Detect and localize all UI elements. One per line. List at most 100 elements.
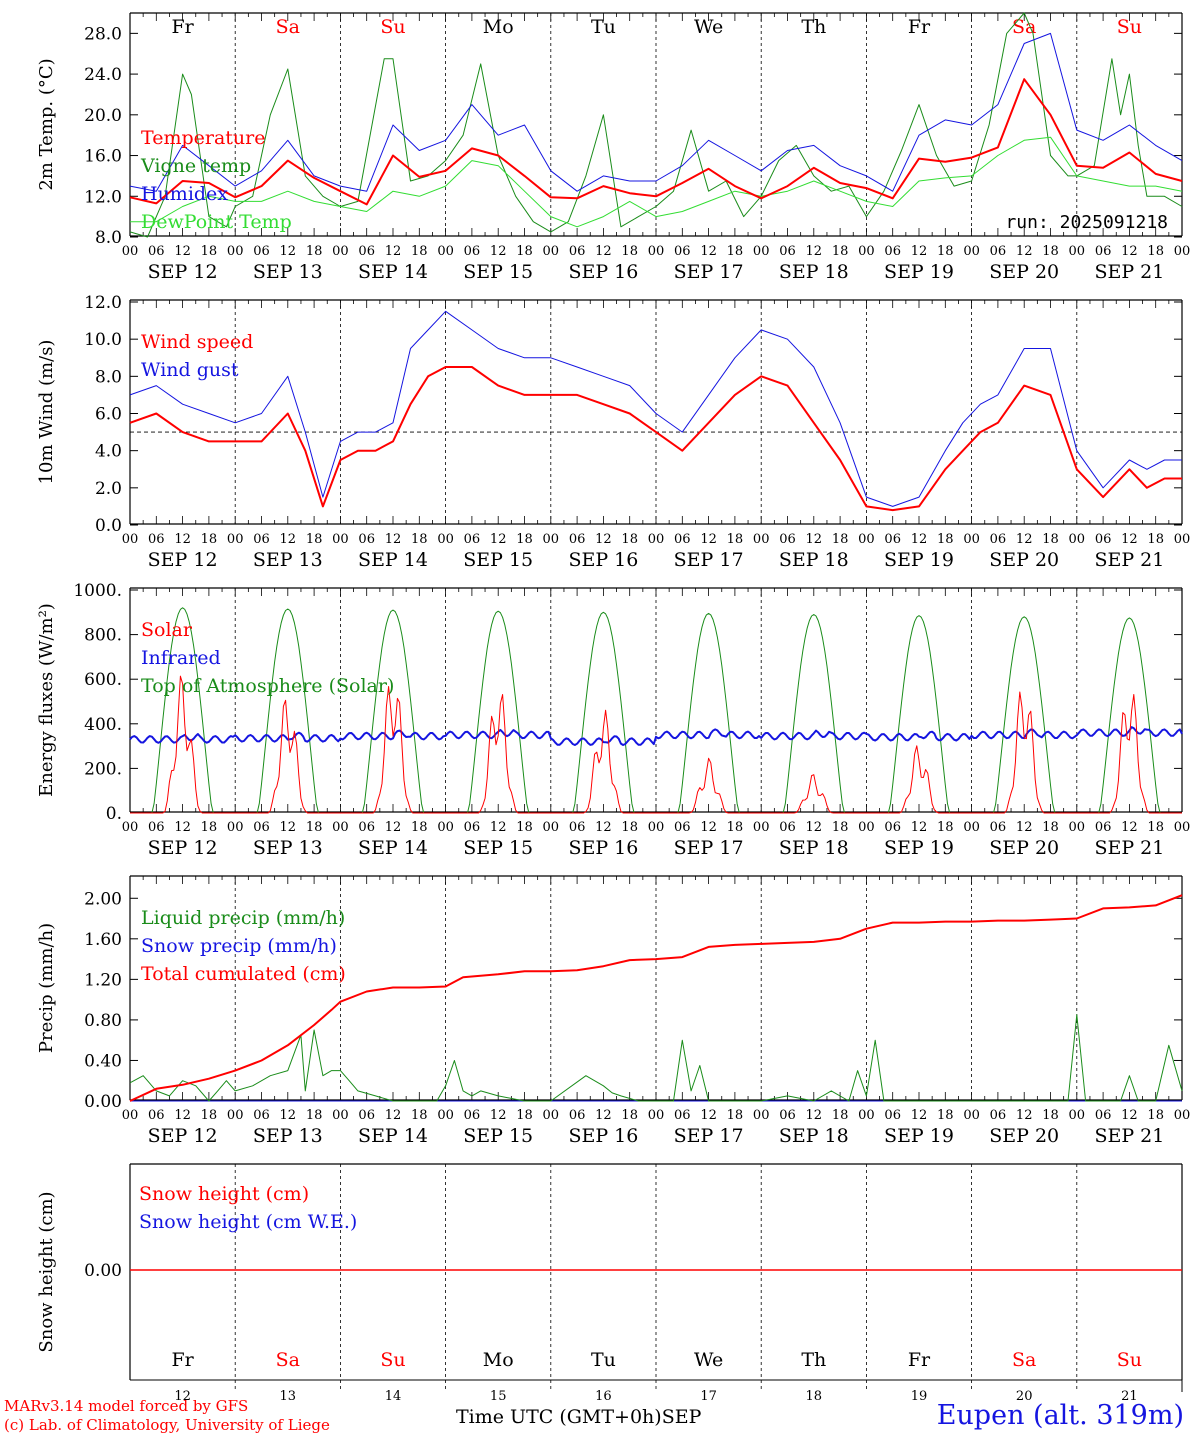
hour-tick-label: 06 xyxy=(884,820,901,835)
hour-tick-label: 12 xyxy=(595,244,612,259)
date-label: SEP 18 xyxy=(779,549,849,571)
hour-tick-label: 18 xyxy=(621,244,638,259)
hour-tick-label: 06 xyxy=(253,820,270,835)
hour-tick-label: 06 xyxy=(358,244,375,259)
date-label: SEP 21 xyxy=(1094,837,1164,859)
day-abbr-label: Su xyxy=(1117,16,1142,38)
hour-tick-label: 18 xyxy=(1147,244,1164,259)
y-tick-label: 24.0 xyxy=(84,65,122,85)
hour-tick-label: 12 xyxy=(280,532,297,547)
date-label: SEP 15 xyxy=(463,1125,533,1147)
y-axis-label: Energy fluxes (W/m²) xyxy=(36,603,57,797)
y-tick-label: 2.0 xyxy=(95,479,122,499)
hour-tick-label: 06 xyxy=(779,820,796,835)
day-abbr-label: Fr xyxy=(171,1349,194,1371)
hour-tick-label: 18 xyxy=(621,820,638,835)
date-label: SEP 14 xyxy=(358,1125,428,1147)
hour-tick-label: 06 xyxy=(1095,244,1112,259)
day-abbr-label: We xyxy=(694,16,723,38)
panel-1: 28.0 24.0 20.0 16.0 12.0 8.0 2m Temp. (°C) Fr Sa… xyxy=(36,12,1190,283)
hour-tick-label: 18 xyxy=(201,820,218,835)
date-label: SEP 20 xyxy=(989,261,1059,283)
y-tick-label: 2.00 xyxy=(84,889,122,909)
hour-tick-label: 06 xyxy=(569,532,586,547)
date-label: SEP 17 xyxy=(674,1125,744,1147)
legend-vigne-temp: Vigne temp xyxy=(140,155,251,177)
hour-tick-label: 18 xyxy=(411,244,428,259)
hour-tick-label: 00 xyxy=(543,1108,560,1123)
hour-tick-label: 18 xyxy=(411,1108,428,1123)
hour-tick-label: 06 xyxy=(779,244,796,259)
hour-tick-label: 00 xyxy=(227,820,244,835)
hour-tick-label: 06 xyxy=(464,244,481,259)
hour-tick-label: 12 xyxy=(1016,532,1033,547)
hour-tick-label: 18 xyxy=(516,820,533,835)
x-axis-month: SEP xyxy=(661,1406,702,1428)
day-abbr-label: Fr xyxy=(908,1349,931,1371)
hour-tick-label: 06 xyxy=(674,532,691,547)
y-tick-label: 1.20 xyxy=(84,970,122,990)
day-abbr-label: Fr xyxy=(171,16,194,38)
hour-tick-label: 00 xyxy=(858,820,875,835)
hour-tick-label: 06 xyxy=(990,1108,1007,1123)
hour-tick-label: 06 xyxy=(1095,1108,1112,1123)
hour-tick-label: 06 xyxy=(674,244,691,259)
y-tick-label: 0.00 xyxy=(84,1092,122,1112)
date-label: SEP 13 xyxy=(253,837,323,859)
hour-tick-label: 06 xyxy=(358,532,375,547)
hour-tick-label: 18 xyxy=(201,1108,218,1123)
date-label: SEP 17 xyxy=(674,549,744,571)
hour-tick-label: 00 xyxy=(332,532,349,547)
hour-tick-label: 18 xyxy=(832,532,849,547)
y-tick-label: 28.0 xyxy=(84,24,122,44)
y-axis-label: Snow height (cm) xyxy=(36,1191,57,1352)
hour-tick-label: 12 xyxy=(806,244,823,259)
y-tick-label: 1000. xyxy=(73,581,122,601)
hour-tick-label: 12 xyxy=(490,244,507,259)
hour-tick-label: 06 xyxy=(569,820,586,835)
hour-tick-label: 12 xyxy=(595,820,612,835)
hour-tick-label: 12 xyxy=(911,532,928,547)
hour-tick-label: 18 xyxy=(727,1108,744,1123)
hour-tick-label: 12 xyxy=(1016,820,1033,835)
day-number-label: 19 xyxy=(911,1389,928,1404)
legend-wind-speed: Wind speed xyxy=(141,331,253,353)
date-label: SEP 21 xyxy=(1094,1125,1164,1147)
y-tick-label: 200. xyxy=(84,759,122,779)
hour-tick-label: 18 xyxy=(937,532,954,547)
legend-snow-precip-mm-h: Snow precip (mm/h) xyxy=(141,935,337,957)
hour-tick-label: 06 xyxy=(148,244,165,259)
date-label: SEP 16 xyxy=(568,549,638,571)
date-label: SEP 14 xyxy=(358,549,428,571)
hour-tick-label: 06 xyxy=(990,532,1007,547)
day-number-label: 20 xyxy=(1016,1389,1033,1404)
hour-tick-label: 18 xyxy=(937,244,954,259)
date-label: SEP 19 xyxy=(884,1125,954,1147)
hour-tick-label: 00 xyxy=(648,244,665,259)
hour-tick-label: 18 xyxy=(1042,1108,1059,1123)
hour-tick-label: 12 xyxy=(385,532,402,547)
hour-tick-label: 06 xyxy=(253,244,270,259)
hour-tick-label: 00 xyxy=(858,1108,875,1123)
hour-tick-label: 12 xyxy=(174,820,191,835)
hour-tick-label: 18 xyxy=(832,244,849,259)
y-tick-label: 8.0 xyxy=(95,367,122,387)
hour-tick-label: 00 xyxy=(648,532,665,547)
legend-snow-height-cm-w-e: Snow height (cm W.E.) xyxy=(139,1211,357,1233)
footer-credits: MARv3.14 model forced by GFS (c) Lab. of… xyxy=(4,1397,330,1435)
date-label: SEP 13 xyxy=(253,549,323,571)
hour-tick-label: 00 xyxy=(437,532,454,547)
date-label: SEP 15 xyxy=(463,549,533,571)
hour-tick-label: 00 xyxy=(543,820,560,835)
series-line-total-cumulated-cm- xyxy=(129,894,1183,1102)
hour-tick-label: 12 xyxy=(1121,244,1138,259)
hour-tick-label: 18 xyxy=(411,532,428,547)
hour-tick-label: 18 xyxy=(306,820,323,835)
hour-tick-label: 00 xyxy=(1174,1108,1191,1123)
hour-tick-label: 12 xyxy=(1121,532,1138,547)
legend-infrared: Infrared xyxy=(141,647,221,669)
hour-tick-label: 00 xyxy=(122,244,139,259)
hour-tick-label: 12 xyxy=(1121,1108,1138,1123)
hour-tick-label: 18 xyxy=(516,1108,533,1123)
